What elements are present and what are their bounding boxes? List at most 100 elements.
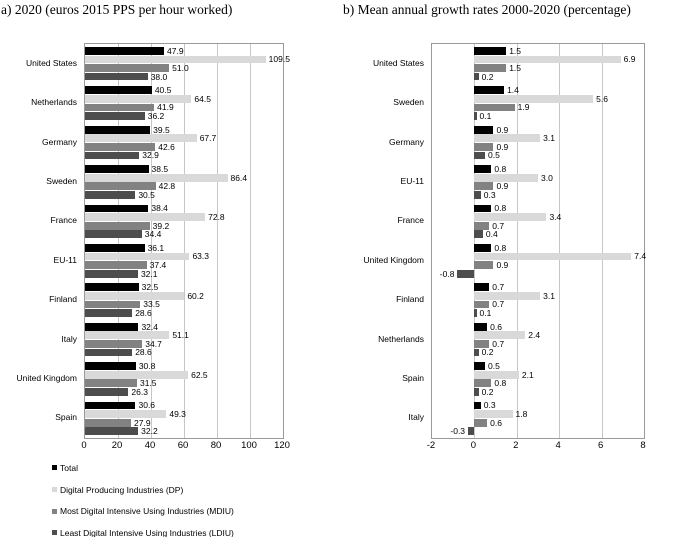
bar-row: 34.4 <box>85 230 283 239</box>
bar-row: 60.2 <box>85 292 283 300</box>
bar-value-label: 32.2 <box>141 425 158 436</box>
bar-value-label: 1.9 <box>517 102 530 113</box>
legend-swatch-icon <box>52 487 57 493</box>
bar <box>474 190 481 199</box>
x-axis-tick-label: 0 <box>81 440 87 451</box>
bar <box>474 142 494 151</box>
bar-value-label: 0.2 <box>481 386 494 397</box>
bar <box>474 300 490 309</box>
bar-row: 33.5 <box>85 300 283 309</box>
bar-group: 30.8 62.5 31.5 26.3 <box>85 359 283 398</box>
bar-value-label: 0.9 <box>496 141 509 152</box>
category-label: Spain <box>402 372 424 383</box>
bar-row: 41.9 <box>85 102 283 113</box>
bar <box>85 64 170 72</box>
bar <box>85 401 136 410</box>
bar <box>85 165 149 173</box>
bar <box>85 86 152 95</box>
bar-row: 0.2 <box>432 388 644 396</box>
bar <box>85 182 156 191</box>
bar-value-label: 0.4 <box>485 228 498 239</box>
bar-value-label: 0.1 <box>479 307 492 318</box>
bar <box>85 348 133 357</box>
bar-row: 0.1 <box>432 112 644 120</box>
bar <box>85 190 136 199</box>
bar-row: 3.1 <box>432 134 644 143</box>
x-axis-tick-label: 4 <box>555 440 561 451</box>
bar-value-label: 39.2 <box>152 220 170 231</box>
bar-value-label: 39.5 <box>153 124 170 135</box>
bar <box>85 252 190 261</box>
bar-value-label: 0.7 <box>492 220 505 231</box>
bar <box>85 125 151 134</box>
bar-row: 38.0 <box>85 72 283 81</box>
bar-value-label: 109.5 <box>268 54 290 65</box>
x-axis-tick-label: -2 <box>426 440 436 451</box>
bar-value-label: 41.9 <box>157 102 174 113</box>
legend-item-label: Digital Producing Industries (DP) <box>60 484 184 495</box>
bar-value-label: 2.1 <box>521 369 534 380</box>
bar-row: 1.8 <box>432 410 644 418</box>
bar-row: 0.8 <box>432 379 644 388</box>
bar <box>474 291 541 300</box>
bar <box>85 94 192 103</box>
bar <box>85 322 139 331</box>
bar-row: 86.4 <box>85 173 283 182</box>
bar <box>85 427 139 436</box>
bar-row: 34.7 <box>85 340 283 348</box>
bar <box>474 387 479 396</box>
bar-value-label: 0.6 <box>490 321 502 332</box>
bar-row: 32.5 <box>85 283 283 292</box>
x-axis-tick-label: 6 <box>597 440 604 451</box>
bar-row: 32.1 <box>85 269 283 278</box>
bar <box>474 165 492 173</box>
bar <box>474 204 492 213</box>
bar-value-label: 64.5 <box>194 93 211 104</box>
x-axis-tick-label: 8 <box>640 440 646 451</box>
bar-row: 1.4 <box>432 84 644 95</box>
category-label: Netherlands <box>378 333 424 344</box>
bar-value-label: 6.9 <box>623 54 636 65</box>
bar-value-label: 32.9 <box>142 150 159 161</box>
bar-value-label: 63.3 <box>192 251 209 262</box>
bar <box>474 370 519 379</box>
bar-row: 39.5 <box>85 124 283 135</box>
bar <box>85 339 143 348</box>
gridline <box>150 44 152 438</box>
bar-row: 72.8 <box>85 213 283 221</box>
bar <box>85 300 141 309</box>
bar-row: 0.6 <box>432 321 644 332</box>
bar <box>85 291 185 300</box>
legend: Total Digital Producing Industries (DP) Mo… <box>52 457 234 537</box>
bar <box>474 94 594 103</box>
category-label: Finland <box>49 294 77 305</box>
bar-value-label: 30.6 <box>138 400 156 411</box>
bar-value-label: -0.3 <box>450 425 466 436</box>
legend-swatch-icon <box>52 508 57 514</box>
category-label: France <box>50 215 77 226</box>
chart-a-title: a) 2020 (euros 2015 PPS per hour worked) <box>1 2 233 17</box>
bar <box>85 213 206 221</box>
bar-row: 2.1 <box>432 369 644 380</box>
bar-value-label: 67.7 <box>199 132 217 143</box>
bar-value-label: 3.1 <box>543 290 555 301</box>
bar-row: 32.4 <box>85 322 283 331</box>
legend-item: Most Digital Intensive Using Industries … <box>52 500 234 522</box>
bar-row: 3.4 <box>432 213 644 221</box>
bar-value-label: 42.8 <box>158 180 176 191</box>
bar-value-label: 1.4 <box>507 84 519 95</box>
bar-value-label: 1.5 <box>509 62 522 73</box>
bar-row: 0.2 <box>432 72 644 81</box>
bar-row: 39.2 <box>85 220 283 231</box>
bar-value-label: 38.4 <box>151 203 168 214</box>
bar-row: 51.1 <box>85 331 283 340</box>
bar-row: 64.5 <box>85 95 283 103</box>
bar <box>474 261 494 269</box>
bar-value-label: 1.5 <box>509 45 522 56</box>
bar <box>85 151 140 160</box>
bar <box>85 230 142 239</box>
category-label: United States <box>25 57 77 68</box>
bar-row: 49.3 <box>85 410 283 418</box>
bar-value-label: 30.5 <box>138 189 155 200</box>
bar <box>85 283 139 292</box>
